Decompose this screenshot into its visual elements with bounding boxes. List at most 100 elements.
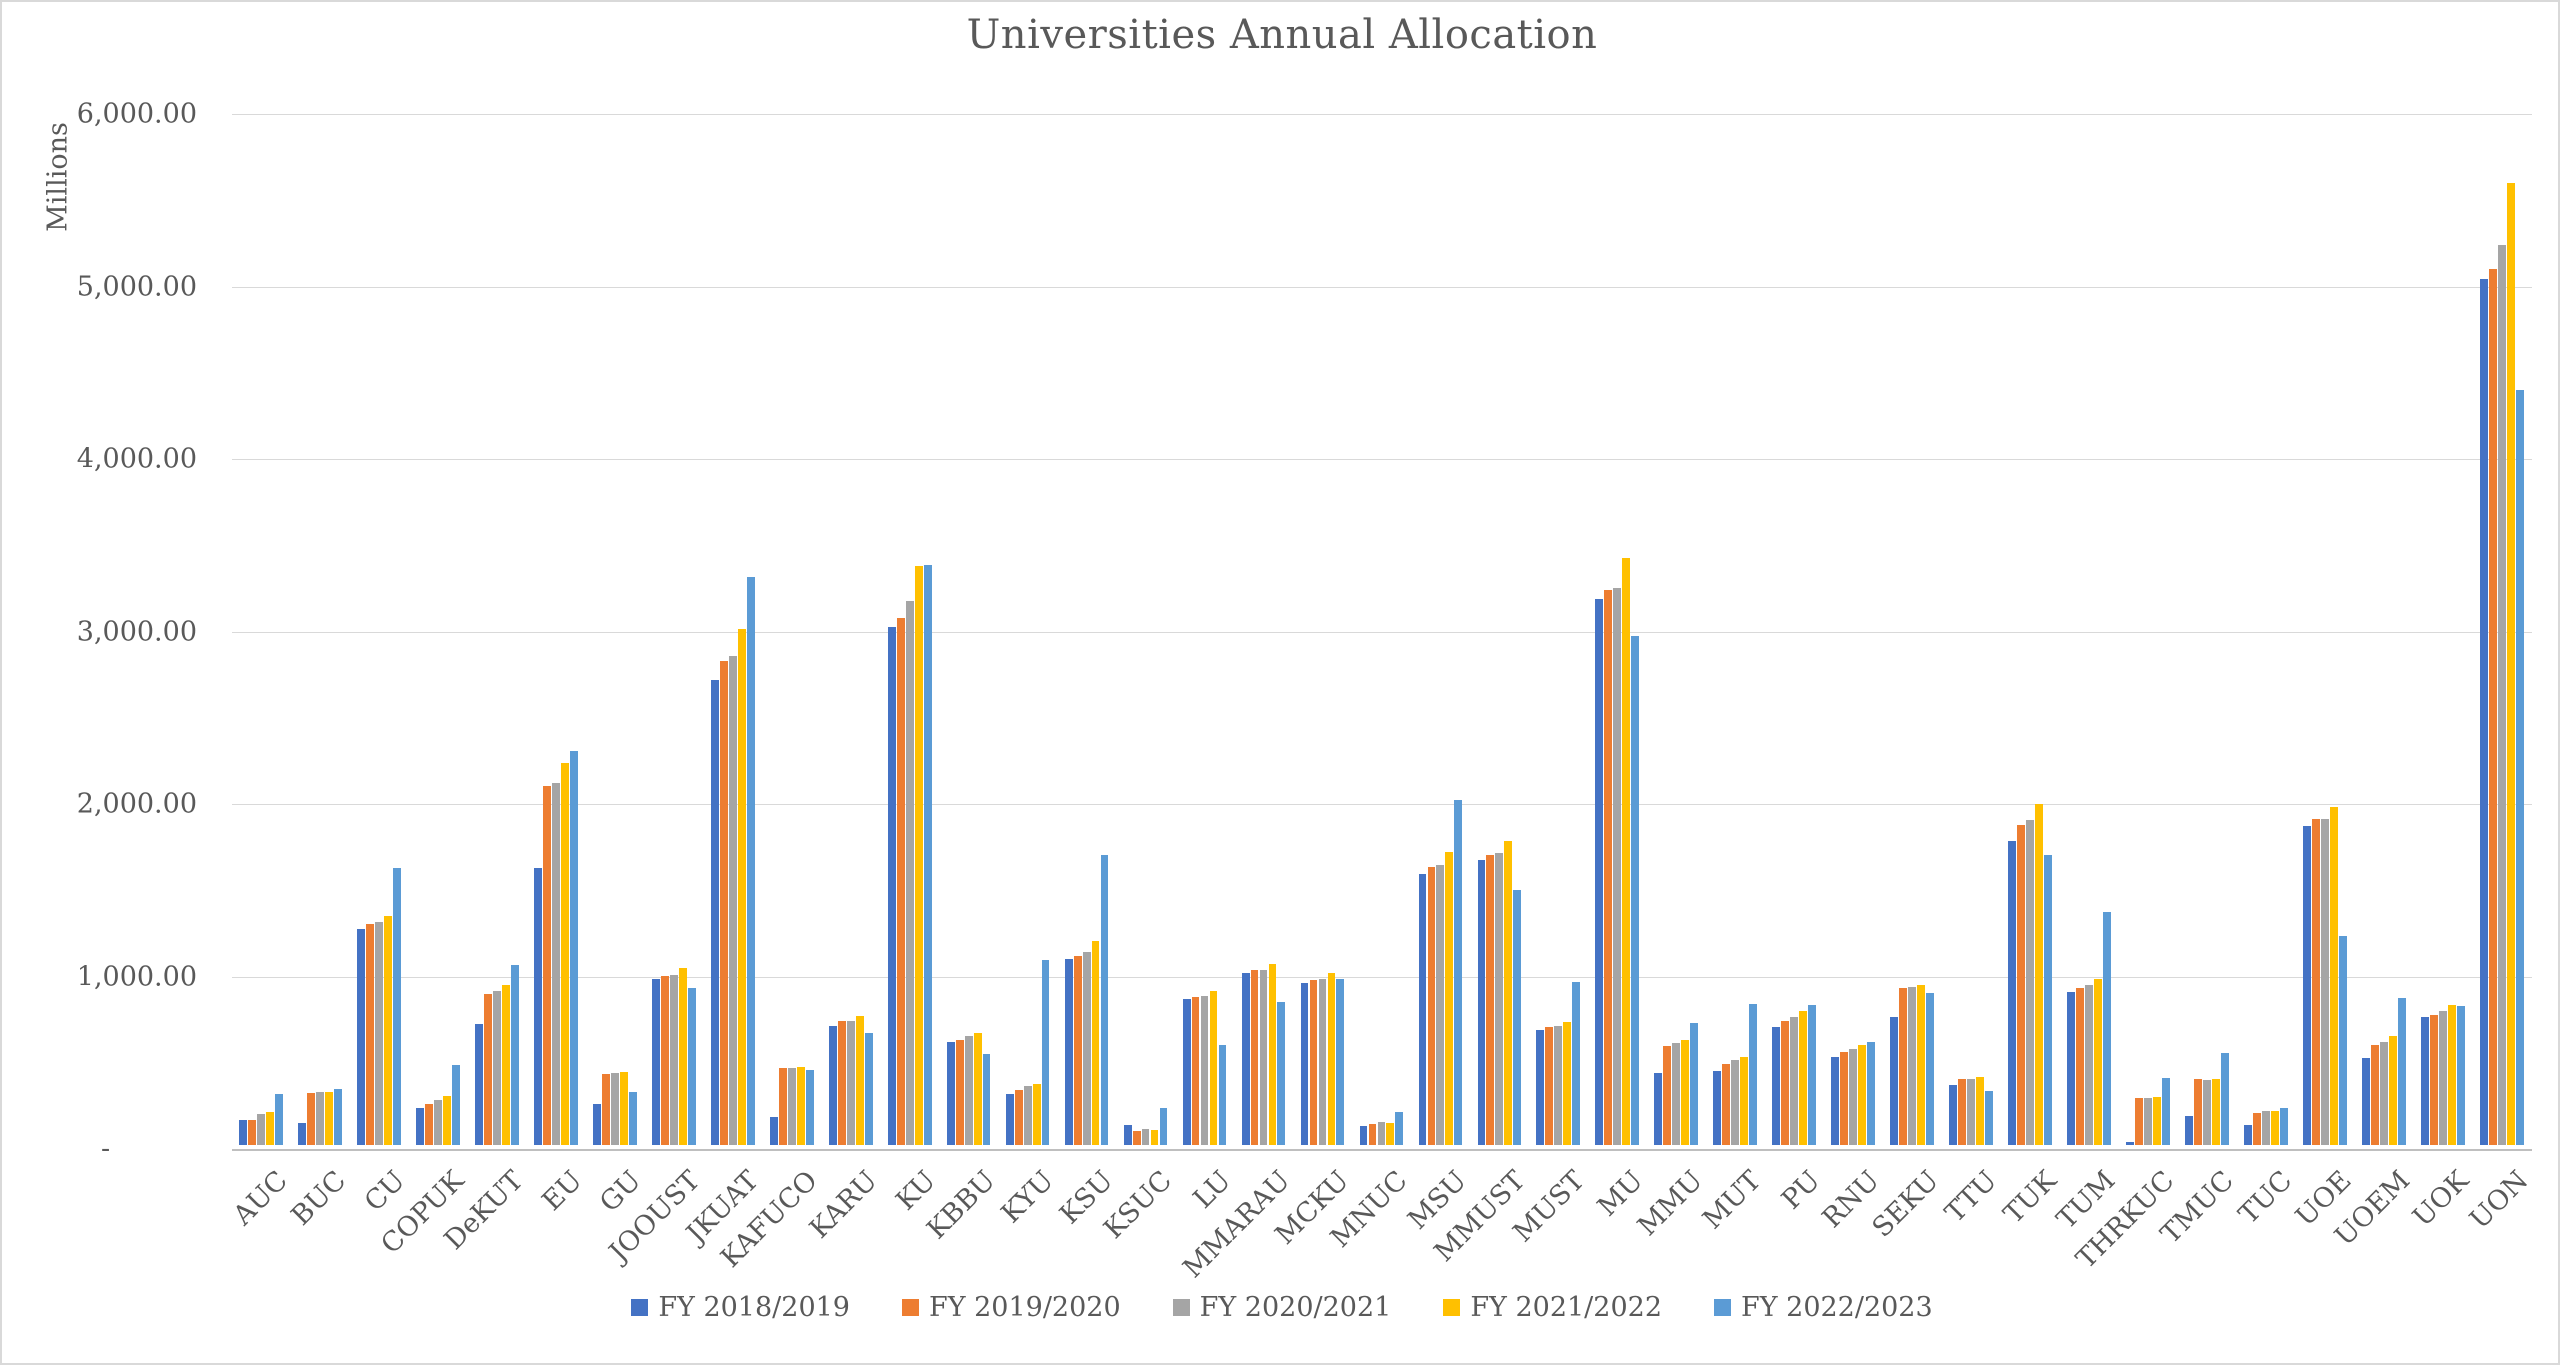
bar-MUST-2021: [1563, 1021, 1572, 1145]
bar-CU-2022: [392, 868, 401, 1145]
bar-KAFUCO-2020: [787, 1068, 796, 1145]
bar-MMUST-2018: [1477, 860, 1486, 1145]
bar-KSU-2022: [1100, 855, 1109, 1145]
x-category-label: LU: [1187, 1165, 1237, 1215]
bar-EU-2021: [560, 762, 569, 1145]
bar-MMU-2020: [1672, 1043, 1681, 1145]
bar-SEKU-2022: [1926, 993, 1935, 1145]
bar-THRKUC-2021: [2153, 1096, 2162, 1145]
bar-GU-2018: [592, 1103, 601, 1145]
bar-UON-2018: [2480, 279, 2488, 1145]
bar-KARU-2018: [828, 1025, 837, 1145]
bar-MNUC-2021: [1386, 1123, 1395, 1145]
bar-PU-2022: [1808, 1005, 1817, 1145]
bar-CU-2021: [383, 916, 392, 1145]
legend-item: FY 2020/2021: [1172, 1292, 1391, 1323]
bar-GU-2020: [610, 1073, 619, 1145]
bar-KYU-2022: [1041, 959, 1050, 1145]
bar-MMUST-2022: [1513, 889, 1522, 1145]
bar-MMU-2018: [1654, 1072, 1663, 1145]
bar-RNU-2021: [1858, 1044, 1867, 1145]
bar-UOE-2021: [2330, 806, 2338, 1145]
bar-TUM-2019: [2076, 988, 2085, 1145]
bar-KSUC-2018: [1123, 1125, 1132, 1145]
x-category-label: MMU: [1631, 1165, 1709, 1243]
bar-CU-2019: [365, 924, 374, 1145]
bar-MNUC-2018: [1359, 1126, 1368, 1145]
bar-TTU-2020: [1967, 1079, 1976, 1145]
bar-UON-2021: [2506, 183, 2515, 1145]
y-tick-label: 4,000.00: [76, 443, 197, 475]
bar-KARU-2019: [837, 1020, 846, 1145]
bar-MMARAU-2019: [1250, 969, 1259, 1145]
bar-UOK-2019: [2430, 1014, 2438, 1145]
bar-KARU-2021: [855, 1015, 864, 1145]
x-category-label: SEKU: [1866, 1165, 1945, 1244]
bar-JKUAT-2020: [728, 655, 737, 1145]
bar-KU-2018: [887, 626, 896, 1145]
x-category-label: TTU: [1939, 1165, 2004, 1229]
bar-MMARAU-2018: [1241, 973, 1250, 1145]
gridline: [232, 976, 2532, 978]
bar-THRKUC-2020: [2144, 1097, 2153, 1145]
bar-MUT-2019: [1722, 1063, 1731, 1145]
legend-swatch: [1714, 1299, 1731, 1316]
bar-UOK-2018: [2421, 1017, 2429, 1145]
bar-KBBU-2021: [973, 1032, 982, 1145]
bar-AUC-2020: [257, 1113, 265, 1145]
bar-TMUC-2021: [2212, 1078, 2220, 1145]
bar-TUK-2020: [2026, 819, 2035, 1145]
bar-MUT-2020: [1731, 1060, 1740, 1145]
bar-UON-2019: [2489, 268, 2497, 1145]
bar-COPUK-2019: [424, 1103, 433, 1145]
bar-TMUC-2022: [2221, 1052, 2229, 1145]
bar-EU-2022: [569, 750, 578, 1145]
bar-TMUC-2019: [2194, 1079, 2203, 1145]
bar-LU-2021: [1209, 990, 1218, 1145]
bar-MMU-2019: [1663, 1045, 1672, 1145]
bar-TUM-2021: [2094, 979, 2103, 1145]
bar-TUK-2021: [2035, 804, 2044, 1145]
bar-UON-2022: [2515, 390, 2524, 1145]
x-category-label: UON: [2464, 1165, 2535, 1236]
bar-KSU-2020: [1082, 951, 1091, 1145]
bar-MU-2021: [1622, 557, 1631, 1145]
bar-AUC-2018: [239, 1120, 247, 1145]
bar-PU-2021: [1799, 1011, 1808, 1145]
gridline: [232, 804, 2532, 805]
bar-MSU-2021: [1445, 851, 1454, 1145]
gridline: [232, 631, 2532, 633]
bar-TMUC-2018: [2185, 1115, 2194, 1145]
x-category-label: TUK: [1997, 1165, 2063, 1231]
bar-UOE-2018: [2303, 825, 2312, 1145]
chart-title: Universities Annual Allocation: [966, 12, 1598, 58]
x-category-label: AUC: [226, 1165, 294, 1232]
bar-JOOUST-2021: [678, 968, 687, 1145]
bar-EU-2018: [533, 868, 542, 1145]
bar-MCKU-2019: [1309, 980, 1318, 1145]
bar-UOK-2021: [2448, 1005, 2456, 1145]
bar-KU-2021: [914, 566, 923, 1145]
bar-COPUK-2020: [433, 1100, 442, 1145]
x-category-label: KYU: [995, 1165, 1061, 1230]
bar-TUC-2018: [2244, 1125, 2253, 1145]
bar-KSUC-2019: [1132, 1131, 1141, 1145]
legend-item: FY 2022/2023: [1714, 1292, 1933, 1323]
bar-DeKUT-2022: [510, 964, 519, 1145]
bar-TUK-2019: [2017, 825, 2026, 1145]
bar-UOEM-2019: [2371, 1044, 2379, 1145]
y-tick-label: -: [101, 1133, 111, 1165]
bar-KBBU-2020: [964, 1036, 973, 1145]
legend-item: FY 2019/2020: [901, 1292, 1121, 1323]
bar-KAFUCO-2022: [805, 1069, 814, 1145]
legend-item: FY 2021/2022: [1443, 1292, 1662, 1323]
bar-JOOUST-2022: [687, 988, 696, 1145]
bar-MNUC-2022: [1395, 1112, 1404, 1145]
bar-UOEM-2020: [2380, 1042, 2388, 1145]
bar-KSU-2021: [1091, 941, 1100, 1145]
bar-EU-2020: [551, 782, 560, 1145]
bar-AUC-2019: [248, 1120, 256, 1145]
legend-swatch: [1443, 1299, 1461, 1316]
bar-UOEM-2022: [2397, 997, 2406, 1145]
gridline: [232, 114, 2532, 115]
